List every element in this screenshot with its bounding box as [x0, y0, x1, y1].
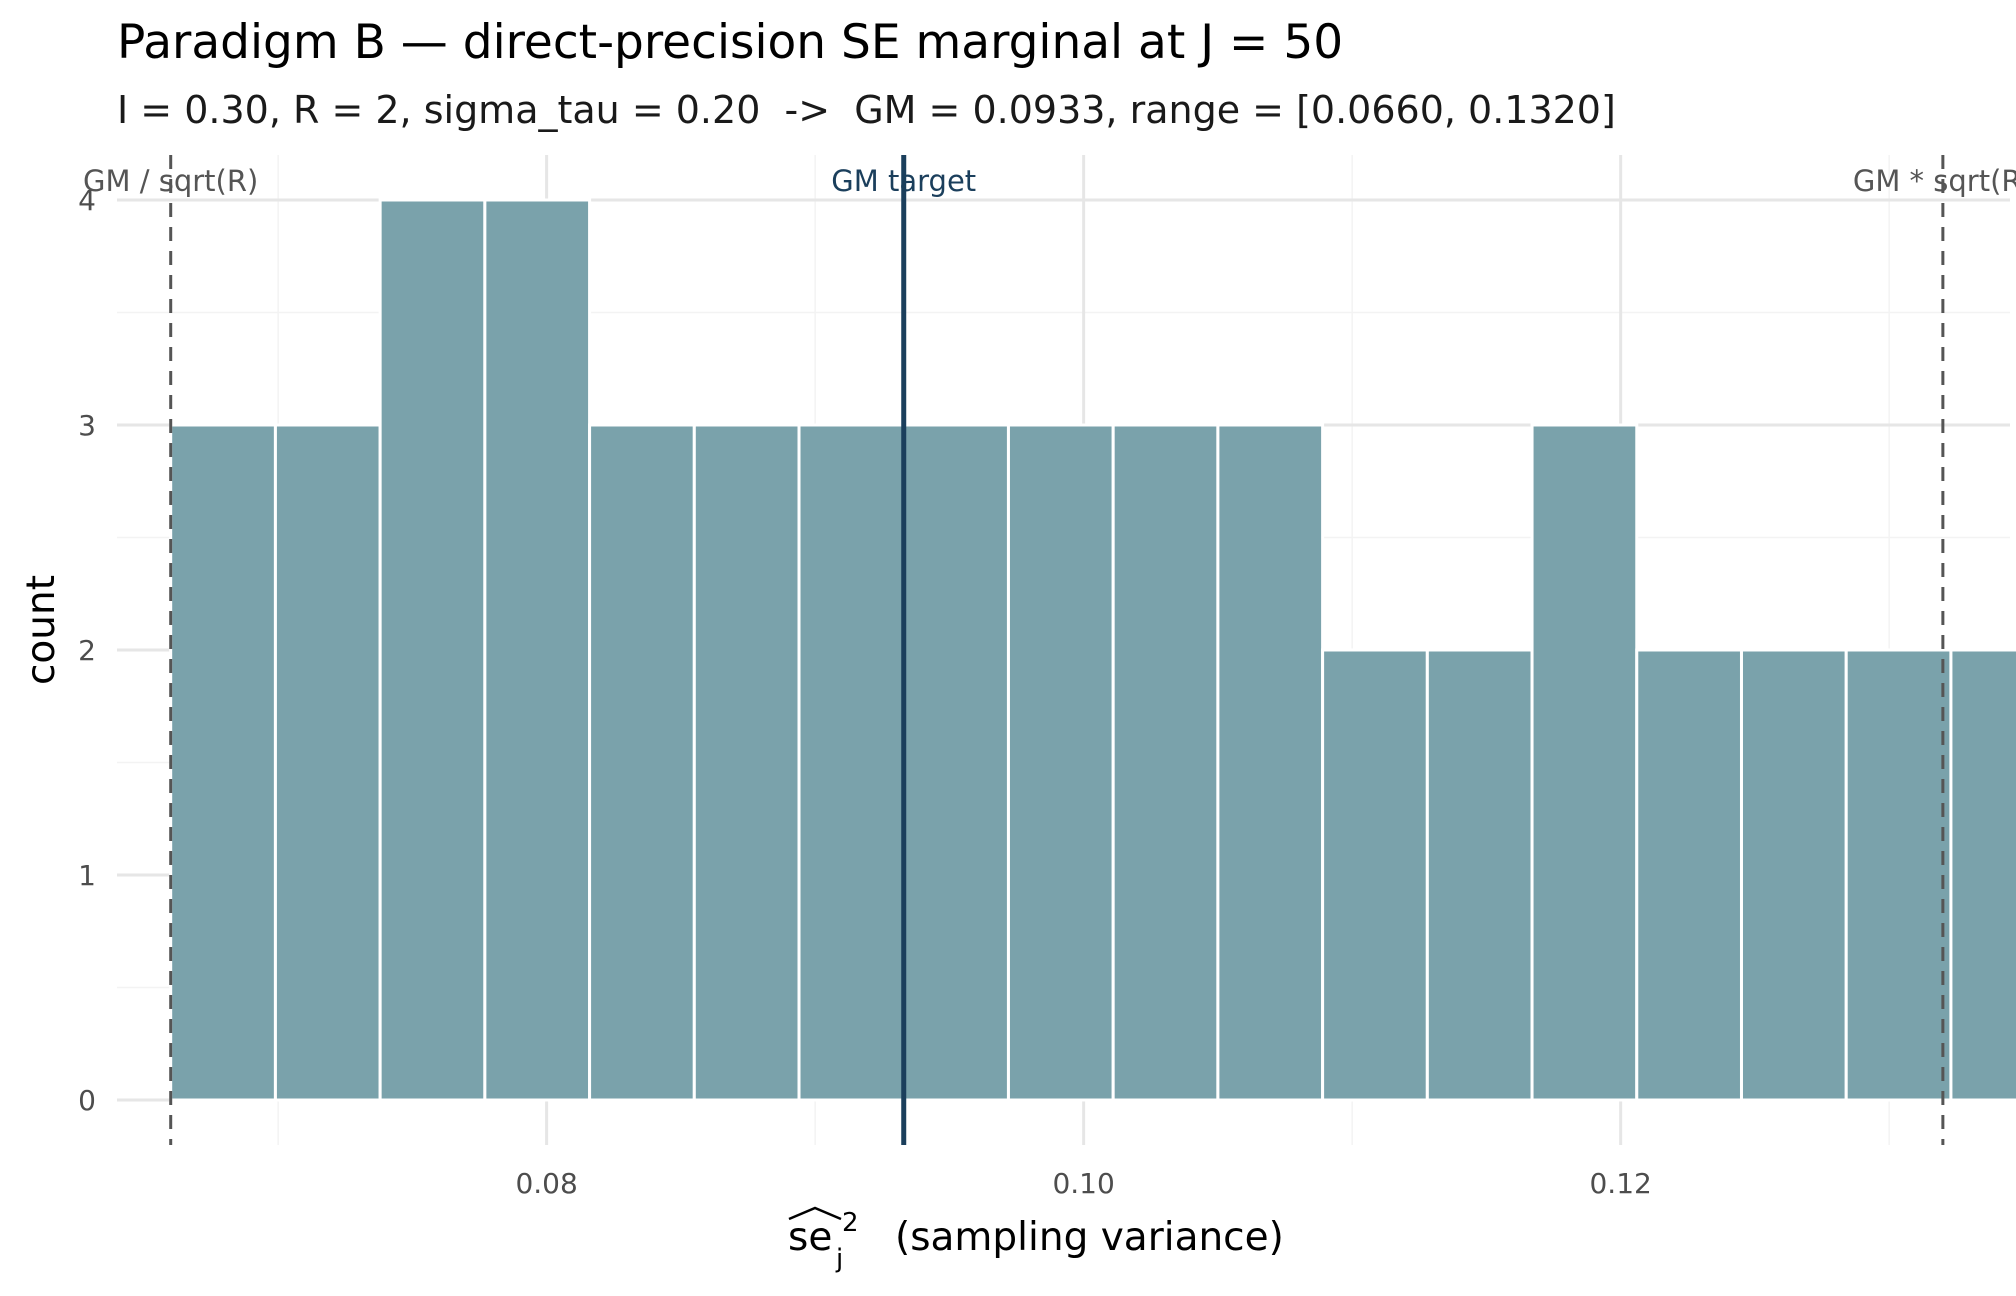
histogram-bar: [797, 423, 906, 1102]
histogram-bar: [1530, 423, 1639, 1102]
y-tick-label: 0: [78, 1084, 96, 1117]
x-axis-title: se 2 j (sampling variance): [788, 1206, 1284, 1274]
histogram-bar: [1635, 648, 1743, 1102]
histogram-bar: [588, 423, 696, 1102]
gm-over-sqrt-r-label: GM / sqrt(R): [83, 164, 258, 198]
histogram-bar: [1425, 648, 1534, 1102]
y-tick-label: 1: [78, 859, 96, 892]
x-axis-subscript: j: [835, 1244, 843, 1274]
x-axis-text: (sampling variance): [895, 1215, 1284, 1260]
histogram-bar: [902, 423, 1010, 1102]
histogram-bar: [1844, 648, 1953, 1102]
histogram-bars: [169, 198, 2016, 1102]
x-tick-label: 0.08: [515, 1167, 577, 1200]
histogram-bar: [692, 423, 801, 1102]
chart-title: Paradigm B — direct-precision SE margina…: [117, 15, 1343, 70]
gm-times-sqrt-r-label: GM * sqrt(R): [1853, 164, 2016, 198]
y-tick-label: 4: [78, 184, 96, 217]
y-axis-title: count: [19, 575, 64, 685]
x-axis-superscript: 2: [842, 1208, 859, 1238]
chart-subtitle: I = 0.30, R = 2, sigma_tau = 0.20 -> GM …: [117, 88, 1616, 132]
x-axis-symbol: se: [788, 1215, 832, 1260]
x-tick-label: 0.12: [1589, 1167, 1651, 1200]
hat-accent-icon: [788, 1206, 842, 1221]
y-tick-label: 2: [78, 634, 96, 667]
histogram-bar: [1739, 648, 1848, 1102]
gm-target-label: GM target: [831, 164, 976, 198]
histogram-bar: [1111, 423, 1220, 1102]
reference-lines: GM / sqrt(R) GM target GM * sqrt(R): [83, 155, 2016, 1145]
histogram-bar: [169, 423, 277, 1102]
y-tick-label: 3: [78, 409, 96, 442]
histogram-bar: [1006, 423, 1115, 1102]
x-tick-label: 0.10: [1052, 1167, 1114, 1200]
histogram-bar: [378, 198, 487, 1102]
histogram-bar: [1321, 648, 1429, 1102]
histogram-bar: [273, 423, 382, 1102]
histogram-bar: [1216, 423, 1325, 1102]
histogram-bar: [1949, 648, 2016, 1102]
axis-ticks: 0.08 0.10 0.12 0 1 2 3 4: [78, 184, 1652, 1200]
histogram-bar: [483, 198, 592, 1102]
